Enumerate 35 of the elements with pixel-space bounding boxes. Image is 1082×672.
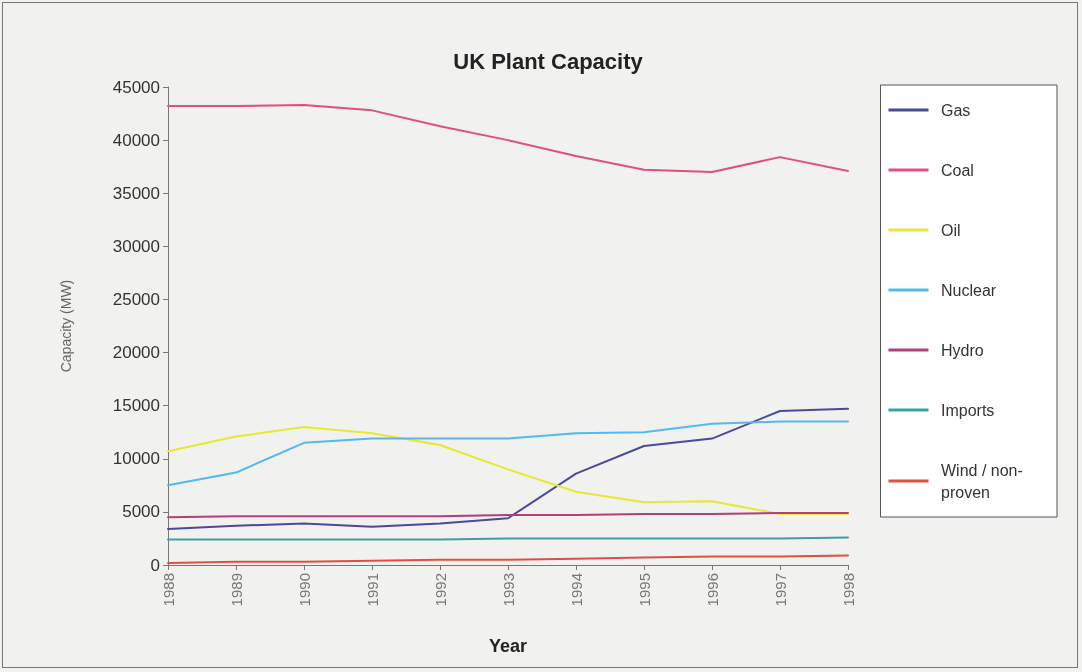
x-tick-label: 1990 (295, 573, 313, 607)
legend-label: Imports (941, 401, 995, 419)
legend-label: Nuclear (941, 281, 997, 299)
y-tick-label: 30000 (112, 236, 160, 256)
line-series (167, 407, 849, 530)
legend-label: Hydro (941, 341, 984, 359)
x-tick-label: 1998 (839, 573, 857, 607)
y-axis-title: Capacity (MW) (58, 279, 74, 373)
y-tick-label: 0 (150, 555, 160, 575)
x-tick-label: 1995 (635, 573, 653, 607)
x-tick-label: 1993 (499, 573, 517, 607)
x-tick-label: 1991 (363, 573, 381, 607)
y-tick-label: 15000 (112, 396, 160, 416)
x-tick-label: 1988 (159, 573, 177, 607)
x-tick-label: 1989 (227, 573, 245, 607)
x-tick-label: 1997 (771, 573, 789, 607)
y-tick-label: 25000 (112, 289, 160, 309)
legend-label: Coal (941, 161, 974, 179)
chart-title: UK Plant Capacity (453, 48, 644, 74)
y-tick-label: 45000 (112, 77, 160, 97)
line-series (167, 425, 849, 516)
y-tick-label: 10000 (112, 449, 160, 469)
legend-label: Wind / non-proven (941, 461, 1023, 501)
x-tick-label: 1996 (703, 573, 721, 607)
line-series (167, 420, 849, 487)
y-tick-label: 40000 (112, 130, 160, 150)
y-tick-label: 35000 (112, 183, 160, 203)
x-tick-label: 1992 (431, 573, 449, 607)
y-tick-label: 5000 (122, 502, 160, 522)
y-tick-label: 20000 (112, 343, 160, 363)
line-series (167, 104, 849, 173)
x-tick-label: 1994 (567, 573, 585, 607)
legend-label: Gas (941, 101, 971, 119)
legend-label: Oil (941, 221, 961, 239)
x-axis-title: Year (488, 636, 528, 656)
